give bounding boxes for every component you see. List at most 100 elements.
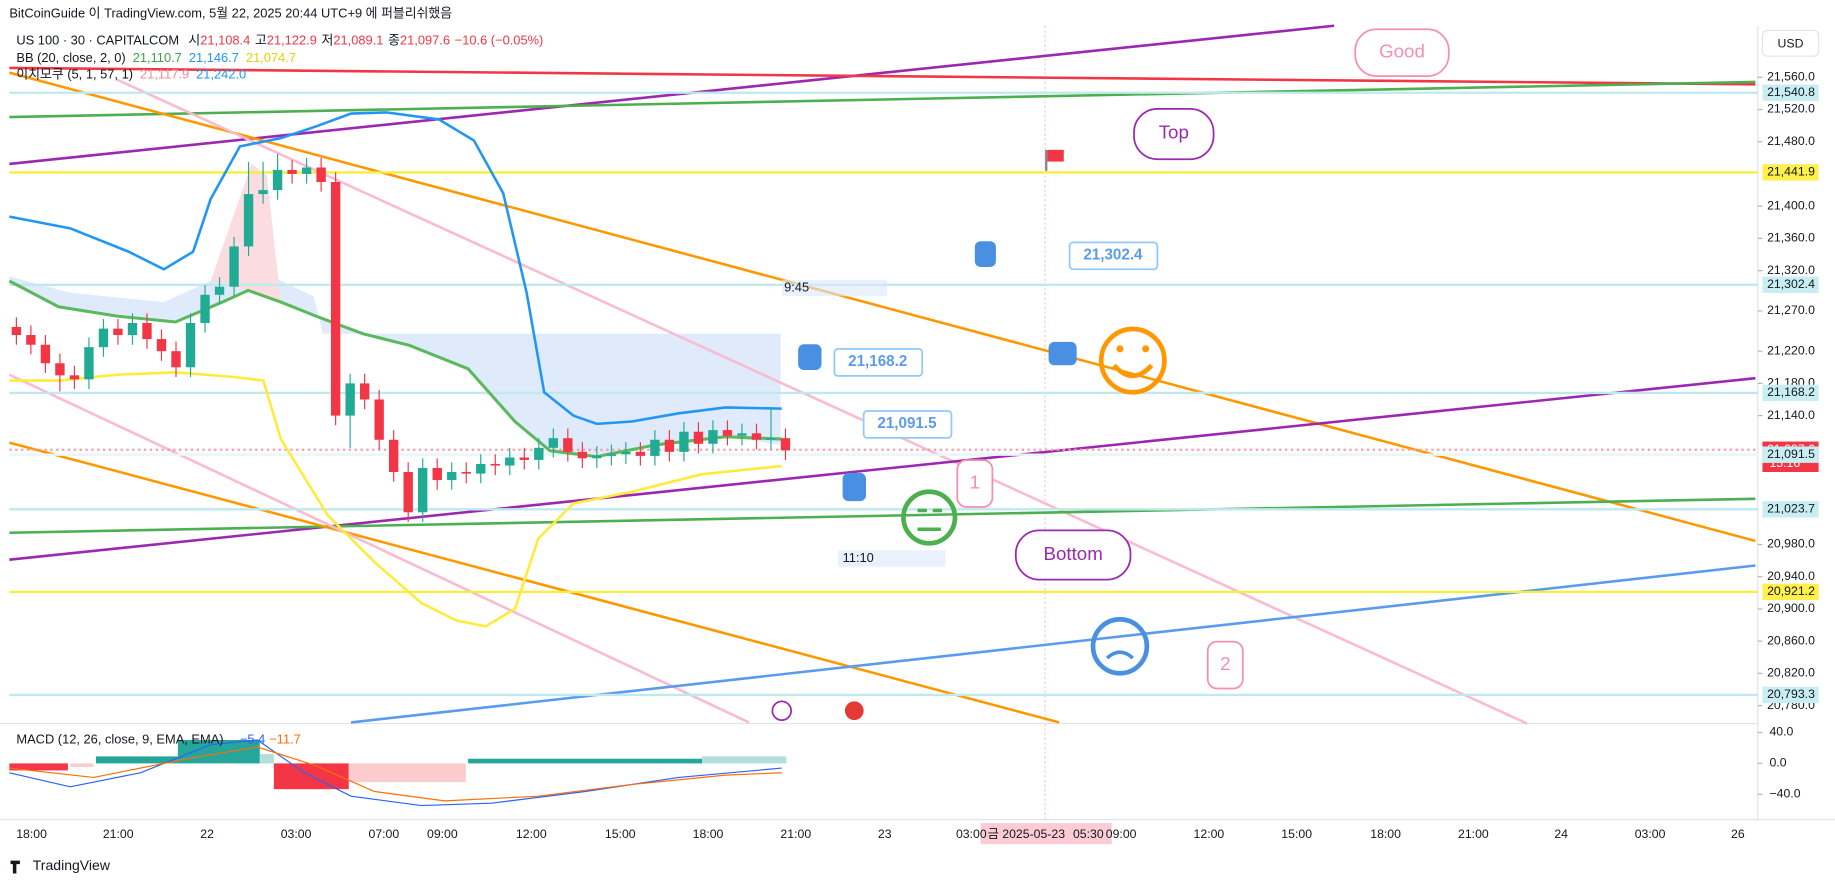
price-tick-label: 21,480.0 (1767, 134, 1815, 148)
bb-lower (9, 371, 782, 628)
candle-body (708, 430, 718, 444)
price-tag-label: 20,921.2 (1767, 584, 1815, 598)
legend-text: 시 (188, 32, 200, 47)
top-label: Top (1159, 121, 1189, 142)
time-label: 18:00 (16, 827, 47, 841)
candle-body (548, 438, 558, 448)
legend-text: 종 (388, 32, 400, 47)
date-tag (980, 823, 1112, 845)
price-tick-label: 20,980.0 (1767, 537, 1815, 551)
time-mark: 11:10 (843, 550, 874, 565)
candle-body (766, 438, 776, 440)
price-tag-label: 21,302.4 (1767, 277, 1815, 291)
candle-body (563, 438, 573, 452)
candle-body (171, 351, 181, 368)
candle-body (330, 181, 341, 416)
bottom-label: Bottom (1043, 543, 1102, 564)
good-label: Good (1379, 41, 1425, 62)
annotation-shapes (833, 28, 1450, 690)
macd-histogram (9, 739, 787, 790)
candle-body (606, 454, 617, 456)
hand-icon (1048, 341, 1077, 366)
time-label: 21:00 (1458, 827, 1489, 841)
smile-icon (1098, 326, 1167, 395)
candle-body (374, 399, 384, 440)
price-tag-label: 21,540.8 (1767, 85, 1815, 99)
candle-body (635, 451, 646, 456)
candle-body (258, 190, 268, 195)
macd-bar (70, 763, 94, 767)
price-tick-label: 20,900.0 (1767, 601, 1815, 615)
candle-body (156, 339, 167, 352)
candle-body (316, 167, 326, 182)
candle-body (359, 383, 370, 400)
time-label: 12:00 (1194, 827, 1225, 841)
candle-body (780, 438, 791, 451)
legend-text: 21,146.7 (189, 50, 239, 65)
hand-icon (798, 344, 822, 370)
candle-body (679, 431, 689, 452)
candle-body (505, 457, 515, 466)
price-tag-label: 20,793.3 (1767, 687, 1815, 701)
candle-body (577, 451, 588, 459)
candle-body (272, 169, 283, 191)
price-tick-label: 21,360.0 (1767, 231, 1815, 245)
trendline (8, 373, 750, 724)
legend-text: 21,242.0 (196, 66, 246, 81)
legend-text: 고 (255, 32, 267, 47)
macd-bar (9, 763, 68, 771)
price-tick-label: 21,400.0 (1767, 198, 1815, 212)
candle-body (127, 322, 138, 336)
macd-value: −5.4 (240, 731, 265, 746)
time-label: 15:00 (1281, 827, 1312, 841)
candle-body (229, 246, 239, 287)
candle-body (418, 467, 428, 513)
candle-body (84, 347, 94, 380)
bb-upper (9, 111, 782, 426)
candle-body (737, 433, 747, 436)
candle-body (55, 363, 65, 376)
callout-box (833, 348, 924, 377)
macd-bar (259, 754, 274, 764)
published-note: BitCoinGuide 이 TradingView.com, 5월 22, 2… (9, 5, 452, 20)
time-range (781, 279, 888, 297)
time-label: 22 (200, 827, 214, 841)
price-tag (1762, 276, 1819, 293)
legend-text: 이치모쿠 (5, 1, 57, 1) (16, 66, 133, 81)
price-tick-label: 21,320.0 (1767, 263, 1815, 277)
price-tick-label: 21,270.0 (1767, 303, 1815, 317)
callout-top (1133, 108, 1215, 161)
bb-basis (8, 279, 782, 459)
count-box (956, 459, 994, 508)
price-tag-label: 21,441.9 (1767, 165, 1815, 179)
candle-body (301, 167, 312, 174)
callout-box (1068, 241, 1159, 271)
macd-bar (95, 756, 178, 764)
macd-tick-label: 40.0 (1769, 725, 1793, 739)
smile-mouth (1112, 363, 1154, 379)
callout-label: 21,302.4 (1083, 246, 1143, 263)
legend-text: −10.6 (−0.05%) (455, 32, 544, 47)
candle-body (592, 455, 602, 459)
currency-button[interactable] (1761, 29, 1820, 57)
candle-body (664, 439, 675, 452)
time-label: 18:00 (1370, 827, 1401, 841)
candle-body (476, 463, 486, 474)
candle-body (40, 344, 51, 364)
macd-name: MACD (12, 26, close, 9, EMA, EMA) (16, 731, 223, 746)
price-tag (1762, 501, 1819, 518)
time-label: 18:00 (693, 827, 724, 841)
hand-icon (974, 241, 996, 267)
trendline (9, 441, 1060, 724)
legend-text: 21,108.4 (200, 32, 250, 47)
eye (1116, 345, 1124, 353)
time-mark: 9:45 (784, 279, 809, 294)
candle-body (650, 439, 660, 456)
candle-body (98, 328, 109, 348)
candle-body (519, 457, 529, 460)
candle-body (69, 375, 80, 380)
trendline (9, 497, 1756, 535)
candle-body (461, 471, 471, 474)
